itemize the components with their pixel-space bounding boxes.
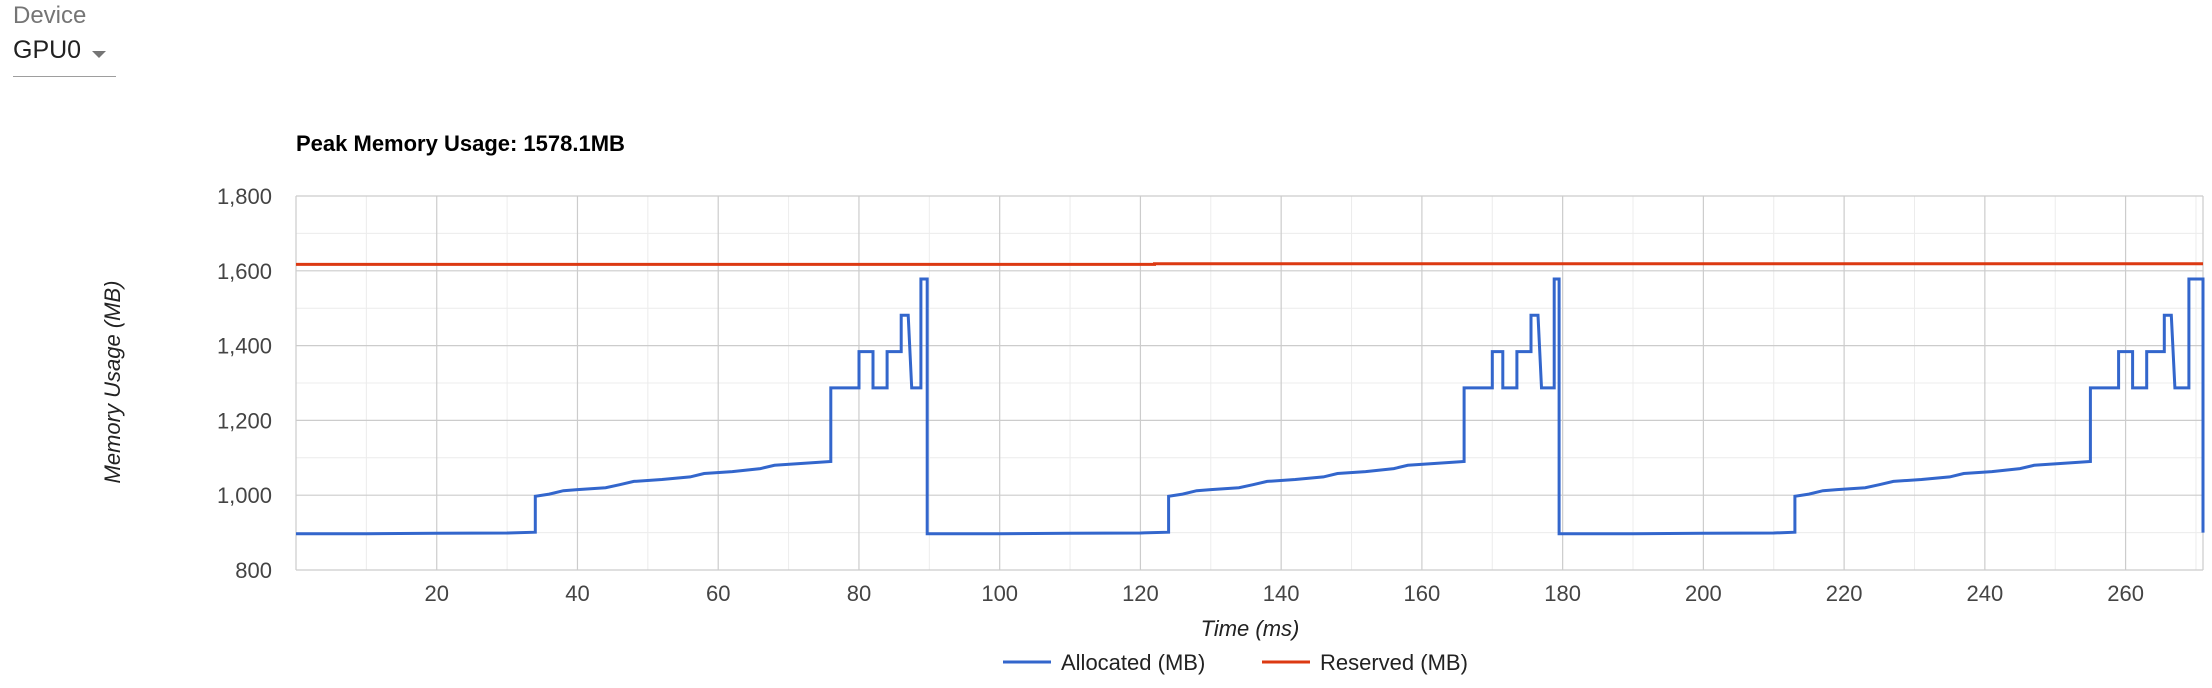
series-line-reserved <box>296 262 2203 266</box>
chart-title: Peak Memory Usage: 1578.1MB <box>296 131 625 156</box>
legend-label: Reserved (MB) <box>1320 650 1468 675</box>
legend-label: Allocated (MB) <box>1061 650 1205 675</box>
device-label: Device <box>13 2 87 29</box>
x-tick-label: 20 <box>424 581 448 606</box>
series-layer <box>296 262 2205 536</box>
x-tick-labels: 20 40 60 80 100 120 140 160 180 200 220 240 260 <box>424 581 2143 606</box>
y-tick-label: 1,200 <box>217 408 272 433</box>
grid-major <box>295 195 2204 571</box>
y-tick-label: 1,000 <box>217 483 272 508</box>
y-tick-label: 1,600 <box>217 259 272 284</box>
x-tick-label: 120 <box>1122 581 1159 606</box>
caret-down-icon[interactable] <box>92 51 106 58</box>
x-tick-label: 180 <box>1544 581 1581 606</box>
device-select[interactable]: GPU0 <box>13 36 116 77</box>
x-tick-label: 140 <box>1263 581 1300 606</box>
y-tick-label: 800 <box>235 558 272 583</box>
x-tick-label: 40 <box>565 581 589 606</box>
x-tick-label: 80 <box>847 581 871 606</box>
y-tick-labels: 800 1,000 1,200 1,400 1,600 1,800 <box>217 184 272 583</box>
y-tick-label: 1,400 <box>217 334 272 359</box>
x-tick-label: 220 <box>1826 581 1863 606</box>
device-selected-value: GPU0 <box>13 36 82 64</box>
x-tick-label: 240 <box>1966 581 2003 606</box>
x-tick-label: 200 <box>1685 581 1722 606</box>
y-tick-label: 1,800 <box>217 184 272 209</box>
x-axis-title: Time (ms) <box>1201 616 1300 641</box>
legend: Allocated (MB) Reserved (MB) <box>1003 650 1468 675</box>
x-tick-label: 60 <box>706 581 730 606</box>
series-line-allocated <box>296 277 2205 536</box>
x-tick-label: 100 <box>981 581 1018 606</box>
y-axis-title: Memory Usage (MB) <box>100 281 125 484</box>
grid-minor <box>296 196 2203 570</box>
x-tick-label: 160 <box>1404 581 1441 606</box>
x-tick-label: 260 <box>2107 581 2144 606</box>
